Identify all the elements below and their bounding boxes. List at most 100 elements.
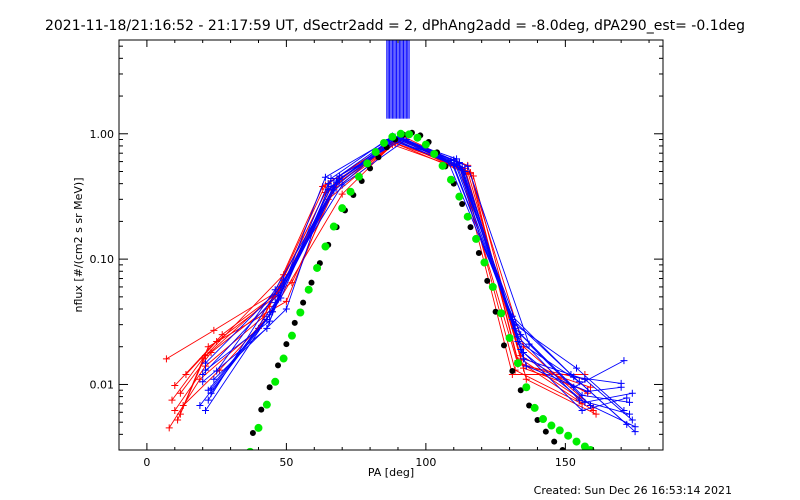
blue-series-point-11-6 [570,373,578,381]
red-series-point-8-0 [171,382,179,390]
red-series-point-4-0 [168,396,176,404]
black-fit-point-27 [467,224,474,231]
blue-series-point-11-1 [277,294,285,302]
plot-frame [118,39,664,451]
red-series-point-6-0 [162,355,170,363]
green-fit-point-15 [371,148,380,157]
blue-series-point-9-0 [213,367,221,375]
green-fit-point-10 [329,222,338,231]
plot-content [162,40,639,459]
blue-series-point-8-7 [626,398,634,406]
black-fit-point-36 [542,428,549,435]
y-tick-label: 1.00 [90,128,115,141]
black-fit-point-31 [500,342,507,349]
green-fit-point-11 [338,204,347,213]
blue-series-point-8-5 [517,331,525,339]
green-fit-point-41 [586,446,595,450]
red-series-line-5 [177,142,597,421]
y-tick-label: 0.01 [90,378,115,391]
green-fit-point-7 [304,285,313,294]
green-fit-point-4 [279,354,288,363]
blue-series-point-10-0 [207,385,215,393]
blue-series-point-6-7 [631,423,639,431]
black-fit-point-38 [559,447,566,450]
x-tick-label: 0 [143,456,150,469]
red-series-line-9 [179,137,594,415]
blue-series-point-5-5 [522,362,530,370]
y-axis-label: nflux [#/(cm2 s sr MeV)] [72,178,85,313]
blue-series-point-4-0 [199,371,207,379]
blue-series-point-10-4 [458,163,466,171]
green-fit-point-29 [488,282,497,291]
blue-series-point-9-7 [623,420,631,428]
red-series-point-9-7 [589,406,597,414]
green-fit-point-33 [522,383,531,392]
green-fit-point-0 [246,447,254,450]
blue-series-point-2-7 [626,410,634,418]
black-fit-point-33 [517,387,524,394]
blue-series-point-10-2 [335,176,343,184]
red-series-line-0 [168,141,585,429]
blue-series-point-11-0 [201,406,209,414]
black-fit-point-29 [484,277,491,284]
blue-series-point-0-0 [199,378,207,386]
red-series-point-1-0 [171,406,179,414]
blue-series-point-8-6 [578,391,586,399]
x-tick-label: 150 [555,456,576,469]
green-fit-point-13 [354,172,363,181]
x-axis-label: PA [deg] [368,466,414,479]
blue-series-point-1-0 [201,366,209,374]
black-fit-point-2 [258,406,265,413]
blue-series-point-6-0 [204,396,212,404]
blue-series-point-7-7 [620,406,628,414]
green-fit-point-36 [547,421,556,430]
black-fit-point-26 [459,201,466,208]
green-fit-point-40 [580,442,589,450]
x-tick-label: 100 [415,456,436,469]
blue-series-line-8 [199,137,630,406]
green-fit-point-35 [539,415,548,424]
blue-series-point-3-6 [578,406,586,414]
green-fit-point-26 [463,212,472,221]
green-fit-point-6 [296,308,305,317]
blue-series-point-10-5 [520,348,528,356]
red-series-point-9-1 [201,352,209,360]
blue-series-point-11-5 [508,315,516,323]
black-fit-point-32 [509,368,516,375]
green-fit-point-32 [513,359,522,368]
black-fit-point-34 [526,402,533,409]
blue-series-line-5 [205,138,622,392]
blue-series-line-9 [216,136,628,425]
black-fit-point-7 [300,299,307,306]
green-fit-point-20 [413,133,422,142]
green-fit-point-22 [430,149,439,158]
red-series-point-5-6 [522,375,530,383]
blue-series-point-4-6 [581,375,589,383]
green-fit-point-12 [346,187,355,196]
black-fit-point-0 [242,453,248,459]
blue-series-line-4 [202,137,633,421]
red-series-point-5-7 [592,410,600,418]
red-series-point-0-0 [165,424,173,432]
red-series-point-2-0 [176,389,184,397]
red-series-line-1 [174,140,588,411]
red-series-point-3-7 [586,383,594,391]
axes-ticks: 0 50 100 150 0.01 0.10 1.00 [90,40,663,469]
blue-series-point-7-2 [327,174,335,182]
created-timestamp: Created: Sun Dec 26 16:53:14 2021 [534,484,732,497]
green-fit-point-1 [254,423,263,432]
green-fit-point-27 [472,234,481,243]
green-fit-point-18 [396,129,405,138]
green-fit-point-34 [530,403,539,412]
blue-series-point-6-2 [338,181,346,189]
blue-series-point-7-6 [573,364,581,372]
blue-series-point-0-2 [321,173,329,181]
green-fit-point-23 [438,161,447,170]
blue-series-point-9-1 [271,286,279,294]
green-fit-point-19 [405,130,414,139]
red-series-point-8-1 [218,331,226,339]
blue-series-line-11 [205,139,622,411]
black-fit-point-37 [551,438,558,445]
blue-series-point-6-6 [586,401,594,409]
